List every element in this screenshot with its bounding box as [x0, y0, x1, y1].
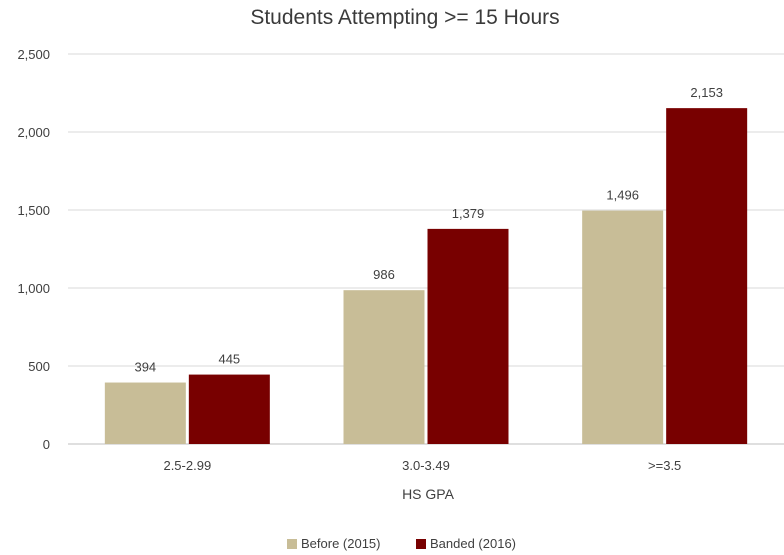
- bar: [188, 374, 270, 444]
- y-axis-ticks: 0 500 1,000 1,500 2,000 2,500: [17, 47, 50, 452]
- data-label: 1,379: [452, 206, 485, 221]
- data-label: 986: [373, 267, 395, 282]
- y-tick-label: 1,500: [17, 203, 50, 218]
- data-label: 1,496: [606, 188, 639, 203]
- bar: [666, 108, 748, 444]
- bar: [104, 382, 186, 444]
- bars: [104, 108, 748, 444]
- y-tick-label: 500: [28, 359, 50, 374]
- y-tick-label: 2,500: [17, 47, 50, 62]
- x-tick-label: 2.5-2.99: [163, 458, 211, 473]
- x-axis-title: HS GPA: [402, 486, 455, 502]
- legend-label: Before (2015): [301, 536, 381, 551]
- gridlines: [68, 53, 784, 445]
- y-tick-label: 2,000: [17, 125, 50, 140]
- legend-label: Banded (2016): [430, 536, 516, 551]
- y-tick-label: 1,000: [17, 281, 50, 296]
- bar: [343, 290, 425, 444]
- data-label: 445: [218, 352, 240, 367]
- legend: Before (2015) Banded (2016): [287, 536, 516, 551]
- bar: [427, 228, 509, 444]
- bar: [582, 210, 664, 444]
- x-tick-label: >=3.5: [648, 458, 681, 473]
- y-tick-label: 0: [43, 437, 50, 452]
- legend-swatch: [416, 539, 426, 549]
- legend-swatch: [287, 539, 297, 549]
- chart-title: Students Attempting >= 15 Hours: [250, 6, 559, 29]
- x-axis-ticks: 2.5-2.99 3.0-3.49 >=3.5: [163, 458, 681, 473]
- data-labels: 394 445 986 1,379 1,496 2,153: [134, 85, 722, 374]
- x-tick-label: 3.0-3.49: [402, 458, 450, 473]
- data-label: 394: [134, 360, 156, 375]
- data-label: 2,153: [690, 85, 723, 100]
